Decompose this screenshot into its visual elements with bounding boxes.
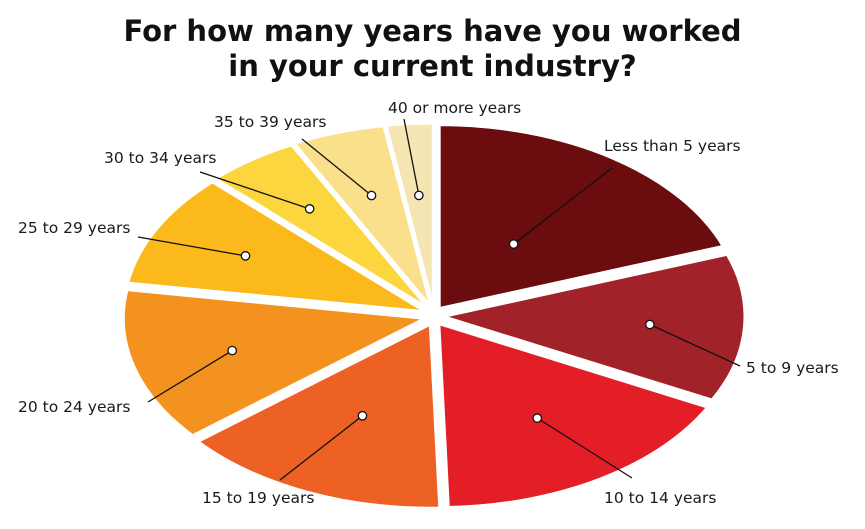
pie-slice-20-to-24-years <box>121 287 431 438</box>
leader-line-40-or-more-years <box>403 118 420 196</box>
chart-title-line-2: in your current industry? <box>228 49 637 83</box>
slice-label-40-or-more-years: 40 or more years <box>388 99 521 117</box>
pie-slice-5-to-9-years <box>437 252 747 402</box>
pie-slice-less-than-5-years <box>437 123 726 311</box>
pie-slices <box>121 121 747 510</box>
slice-labels: Less than 5 years 5 to 9 years 10 to 14 ye… <box>18 99 839 507</box>
slice-label-35-to-39-years: 35 to 39 years <box>214 113 326 131</box>
pie-slice-35-to-39-years <box>291 124 433 309</box>
slice-label-15-to-19-years: 15 to 19 years <box>202 489 314 507</box>
slice-label-5-to-9-years: 5 to 9 years <box>746 359 839 377</box>
leader-dot-15-to-19-years <box>357 410 368 421</box>
leader-dot-5-to-9-years <box>645 319 655 330</box>
pie-slice-25-to-29-years <box>125 180 427 314</box>
pie-slice-30-to-34-years <box>212 143 430 310</box>
chart-title: For how many years have you worked in yo… <box>0 14 865 84</box>
leader-dot-35-to-39-years <box>366 190 377 201</box>
leader-dot-less-than-5-years <box>508 239 519 249</box>
leader-line-20-to-24-years <box>147 350 233 403</box>
leader-dot-10-to-14-years <box>532 413 543 423</box>
leader-line-30-to-34-years <box>199 171 310 210</box>
leader-line-less-than-5-years <box>513 167 613 245</box>
slice-label-25-to-29-years: 25 to 29 years <box>18 219 130 237</box>
leader-line-35-to-39-years <box>301 138 372 197</box>
slice-label-30-to-34-years: 30 to 34 years <box>104 149 216 167</box>
leader-dot-25-to-29-years <box>240 251 251 261</box>
leader-dot-20-to-24-years <box>227 345 238 356</box>
pie-slice-40-or-more-years <box>384 121 435 308</box>
leader-dot-40-or-more-years <box>414 190 424 201</box>
pie-slice-10-to-14-years <box>437 321 711 510</box>
slice-label-20-to-24-years: 20 to 24 years <box>18 398 130 416</box>
leader-line-15-to-19-years <box>279 415 363 481</box>
leader-line-5-to-9-years <box>649 323 741 367</box>
chart-title-line-1: For how many years have you worked <box>123 14 742 48</box>
leader-dot-30-to-34-years <box>304 204 315 214</box>
label-leaders <box>137 118 741 481</box>
slice-label-less-than-5-years: Less than 5 years <box>604 137 741 155</box>
slice-label-10-to-14-years: 10 to 14 years <box>604 489 716 507</box>
leader-line-25-to-29-years <box>137 236 246 257</box>
leader-line-10-to-14-years <box>536 417 633 479</box>
pie-slice-15-to-19-years <box>194 321 442 510</box>
